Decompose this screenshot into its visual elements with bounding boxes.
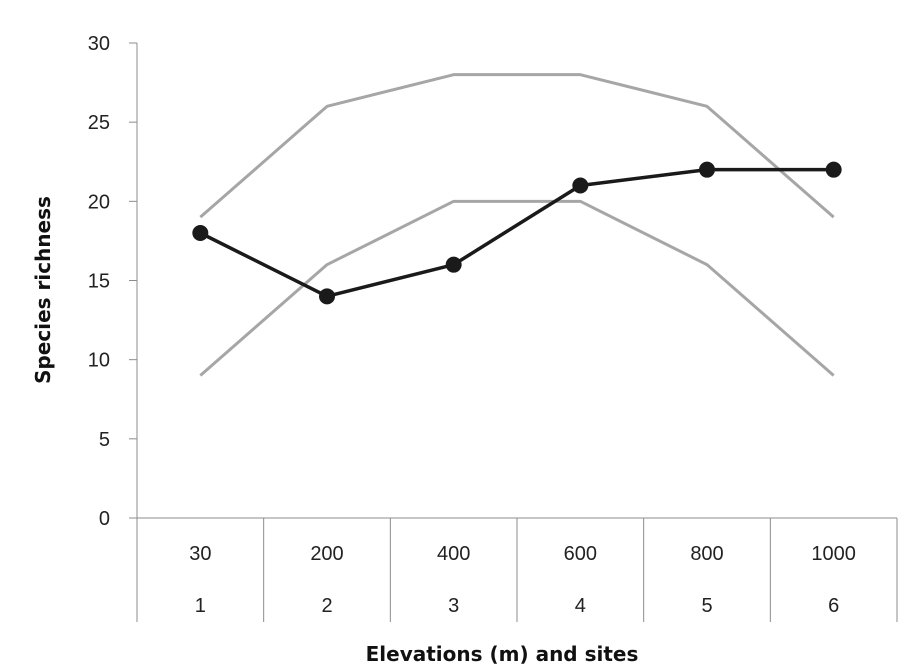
data-point: [319, 288, 335, 305]
data-point: [572, 177, 589, 194]
x-axis-title: Elevations (m) and sites: [366, 642, 639, 666]
data-point: [192, 225, 209, 241]
x-tick-label-elevation: 800: [690, 543, 723, 565]
series-line-1: [199, 73, 835, 219]
y-tick-label: 5: [99, 429, 110, 451]
series-layer: [192, 73, 842, 377]
x-tick-label-site: 3: [448, 595, 459, 617]
x-tick-label-site: 1: [195, 595, 206, 617]
x-tick-label-site: 6: [828, 595, 839, 617]
series-line-3: [199, 167, 834, 299]
y-tick-label: 15: [88, 271, 110, 293]
data-point: [699, 161, 715, 178]
y-tick-label: 10: [88, 350, 110, 372]
data-point: [445, 256, 462, 273]
x-tick-label-elevation: 600: [564, 543, 597, 565]
y-axis-title: Species richness: [31, 196, 55, 384]
x-tick-label-site: 5: [701, 595, 712, 617]
axes: 0 5 10 15 20 25 30 30 1 200 2 400 3 600 4 800 5 1000 6: [88, 33, 898, 622]
x-tick-label-elevation: 200: [310, 543, 343, 565]
x-tick-label-site: 4: [575, 595, 586, 617]
y-tick-label: 0: [99, 508, 110, 530]
series-line-2: [199, 199, 835, 377]
x-tick-label-elevation: 30: [189, 543, 211, 565]
data-point: [825, 161, 842, 178]
x-tick-label-elevation: 400: [437, 543, 470, 565]
x-tick-label-site: 2: [321, 595, 332, 617]
x-tick-label-elevation: 1000: [811, 543, 856, 565]
y-tick-label: 30: [88, 33, 110, 55]
y-tick-label: 20: [88, 191, 110, 213]
y-tick-label: 25: [88, 112, 110, 134]
